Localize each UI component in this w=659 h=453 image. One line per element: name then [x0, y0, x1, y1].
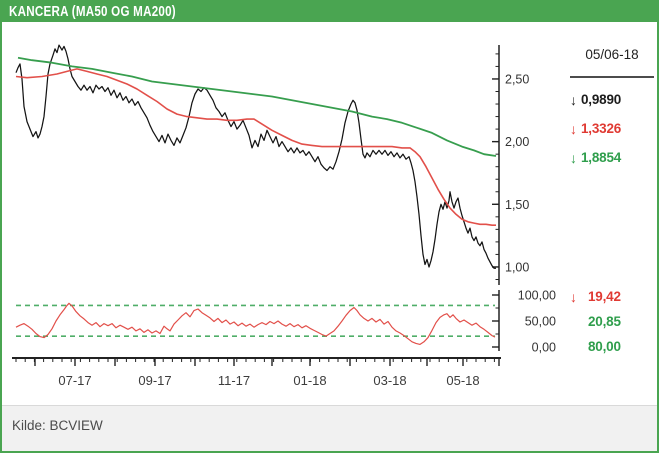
- legend-item-ma200-value: 1,8854: [581, 150, 622, 165]
- oscillator-legend-item-2-value: 80,00: [588, 339, 621, 354]
- oscillator-legend-item-2: 80,00: [570, 334, 621, 359]
- chart-plot: 2,50 2,00 1,50 1,00 100,00 50,00 0,00 07-17 09-1…: [12, 44, 556, 388]
- price_panel-y-tick-label: 1,50: [505, 198, 529, 212]
- legend-separator: [570, 76, 654, 78]
- down-arrow-icon: ↓: [570, 288, 577, 305]
- price_panel-y-tick-label: 2,00: [505, 135, 529, 149]
- down-arrow-icon: ↓: [570, 120, 577, 137]
- chart-title: KANCERA (MA50 OG MA200): [9, 4, 176, 20]
- x-tick-label: 05-18: [446, 373, 479, 388]
- series-ma200: [17, 56, 497, 157]
- oscillator_panel-y-tick-label: 100,00: [518, 289, 556, 303]
- oscillator_panel-y-tick-label: 50,00: [525, 315, 556, 329]
- source-label: Kilde: BCVIEW: [12, 418, 103, 433]
- series-ma50: [15, 68, 496, 226]
- price-legend: ↓ 0,9890 ↓ 1,3326 ↓ 1,8854: [570, 85, 621, 172]
- x-tick-label: 03-18: [373, 373, 406, 388]
- price_panel-y-tick-label: 2,50: [505, 72, 529, 86]
- title-bar: KANCERA (MA50 OG MA200): [2, 2, 657, 22]
- legend-item-ma50: ↓ 1,3326: [570, 114, 621, 143]
- x-tick-label: 09-17: [138, 373, 171, 388]
- down-arrow-icon: ↓: [570, 91, 577, 108]
- x-tick-label: 01-18: [293, 373, 326, 388]
- series-price: [15, 44, 496, 269]
- price_panel-y-tick-label: 1,00: [505, 260, 529, 274]
- chart-canvas: 2,50 2,00 1,50 1,00 100,00 50,00 0,00 07-17 09-1…: [2, 22, 657, 405]
- legend-item-ma200: ↓ 1,8854: [570, 143, 621, 172]
- down-arrow-icon: ↓: [570, 149, 577, 166]
- oscillator-legend-item-0: ↓ 19,42: [570, 284, 621, 309]
- oscillator_panel-y-tick-label: 0,00: [532, 341, 556, 355]
- x-tick-label: 07-17: [58, 373, 91, 388]
- x-tick-label: 11-17: [218, 373, 250, 388]
- legend-item-price-value: 0,9890: [581, 92, 622, 107]
- oscillator-legend-item-1: 20,85: [570, 309, 621, 334]
- oscillator-legend-item-0-value: 19,42: [588, 289, 621, 304]
- source-bar: Kilde: BCVIEW: [2, 405, 657, 451]
- legend-item-price: ↓ 0,9890: [570, 85, 621, 114]
- legend-date: 05/06-18: [585, 47, 639, 62]
- legend-item-ma50-value: 1,3326: [581, 121, 622, 136]
- oscillator-legend: ↓ 19,42 20,85 80,00: [570, 284, 621, 359]
- series-oscillator: [15, 302, 496, 345]
- oscillator-legend-item-1-value: 20,85: [588, 314, 621, 329]
